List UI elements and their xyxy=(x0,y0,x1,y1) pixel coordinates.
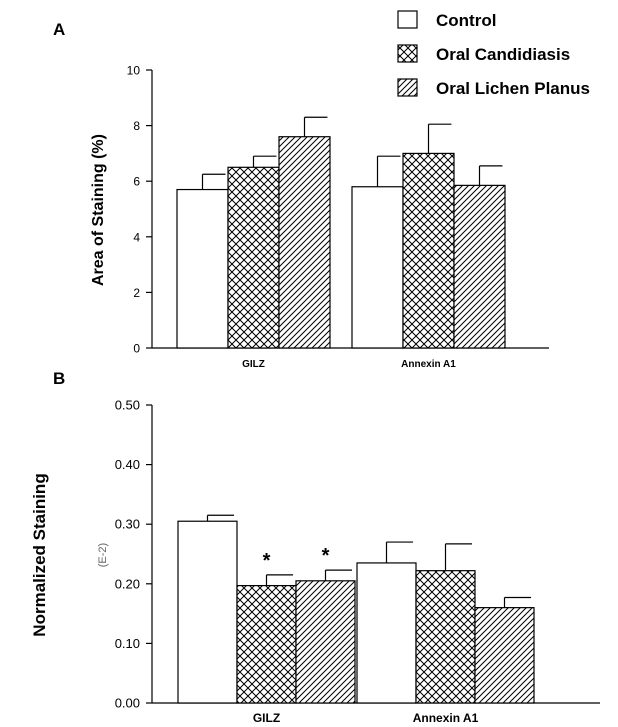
y-tick-label: 0.50 xyxy=(115,398,140,413)
significance-marker: * xyxy=(263,550,271,572)
x-category-label: Annexin A1 xyxy=(413,711,479,725)
bar-annexin-a1-s1 xyxy=(402,152,455,349)
bar-gilz-s0 xyxy=(177,520,238,704)
legend: Control Oral Candidiasis Oral Lichen Planu… xyxy=(397,10,590,98)
bar-annexin-a1-s0 xyxy=(351,186,404,349)
chart-panel-a: 0 2 4 6 8 10 Area of Staining (%) GILZ Annexin A… xyxy=(90,64,549,370)
y-tick-label: 10 xyxy=(127,64,141,78)
legend-label-0: Control xyxy=(436,11,496,30)
y-tick-label: 4 xyxy=(133,230,140,244)
legend-swatch-0 xyxy=(397,10,418,29)
y-axis-unit: (E-2) xyxy=(97,543,109,567)
y-tick-label: 0 xyxy=(133,342,140,356)
y-tick-label: 0.40 xyxy=(115,457,140,472)
legend-swatch-2 xyxy=(397,78,418,97)
legend-swatch-1 xyxy=(397,44,418,63)
y-tick-label: 0.10 xyxy=(115,636,140,651)
bar-gilz-s1 xyxy=(236,584,297,704)
panel-a-label: A xyxy=(53,20,65,39)
bar-annexin-a1-s0 xyxy=(356,562,417,704)
legend-label-1: Oral Candidiasis xyxy=(436,45,570,64)
y-tick-label: 0.20 xyxy=(115,576,140,591)
x-category-label: Annexin A1 xyxy=(401,359,456,370)
bar-annexin-a1-s1 xyxy=(415,570,476,704)
x-category-label: GILZ xyxy=(242,359,265,370)
y-axis-title: Area of Staining (%) xyxy=(90,134,107,286)
bar-gilz-s1 xyxy=(227,166,280,349)
y-tick-label: 2 xyxy=(133,286,140,300)
y-tick-label: 0.30 xyxy=(115,517,140,532)
bar-gilz-s2 xyxy=(295,580,356,704)
x-category-label: GILZ xyxy=(253,711,280,725)
bar-annexin-a1-s2 xyxy=(474,607,535,704)
legend-label-2: Oral Lichen Planus xyxy=(436,79,590,98)
y-tick-label: 8 xyxy=(133,119,140,133)
y-axis-title: Normalized Staining xyxy=(30,473,49,636)
bar-gilz-s2 xyxy=(278,136,331,349)
y-tick-label: 0.00 xyxy=(115,696,140,711)
significance-marker: * xyxy=(322,545,330,567)
bar-gilz-s0 xyxy=(176,188,229,349)
chart-panel-b: 0.00 0.10 0.20 0.30 0.40 0.50 Normalized Stain… xyxy=(30,398,600,725)
y-tick-label: 6 xyxy=(133,175,140,189)
bar-annexin-a1-s2 xyxy=(453,184,506,349)
panel-b-label: B xyxy=(53,369,65,388)
